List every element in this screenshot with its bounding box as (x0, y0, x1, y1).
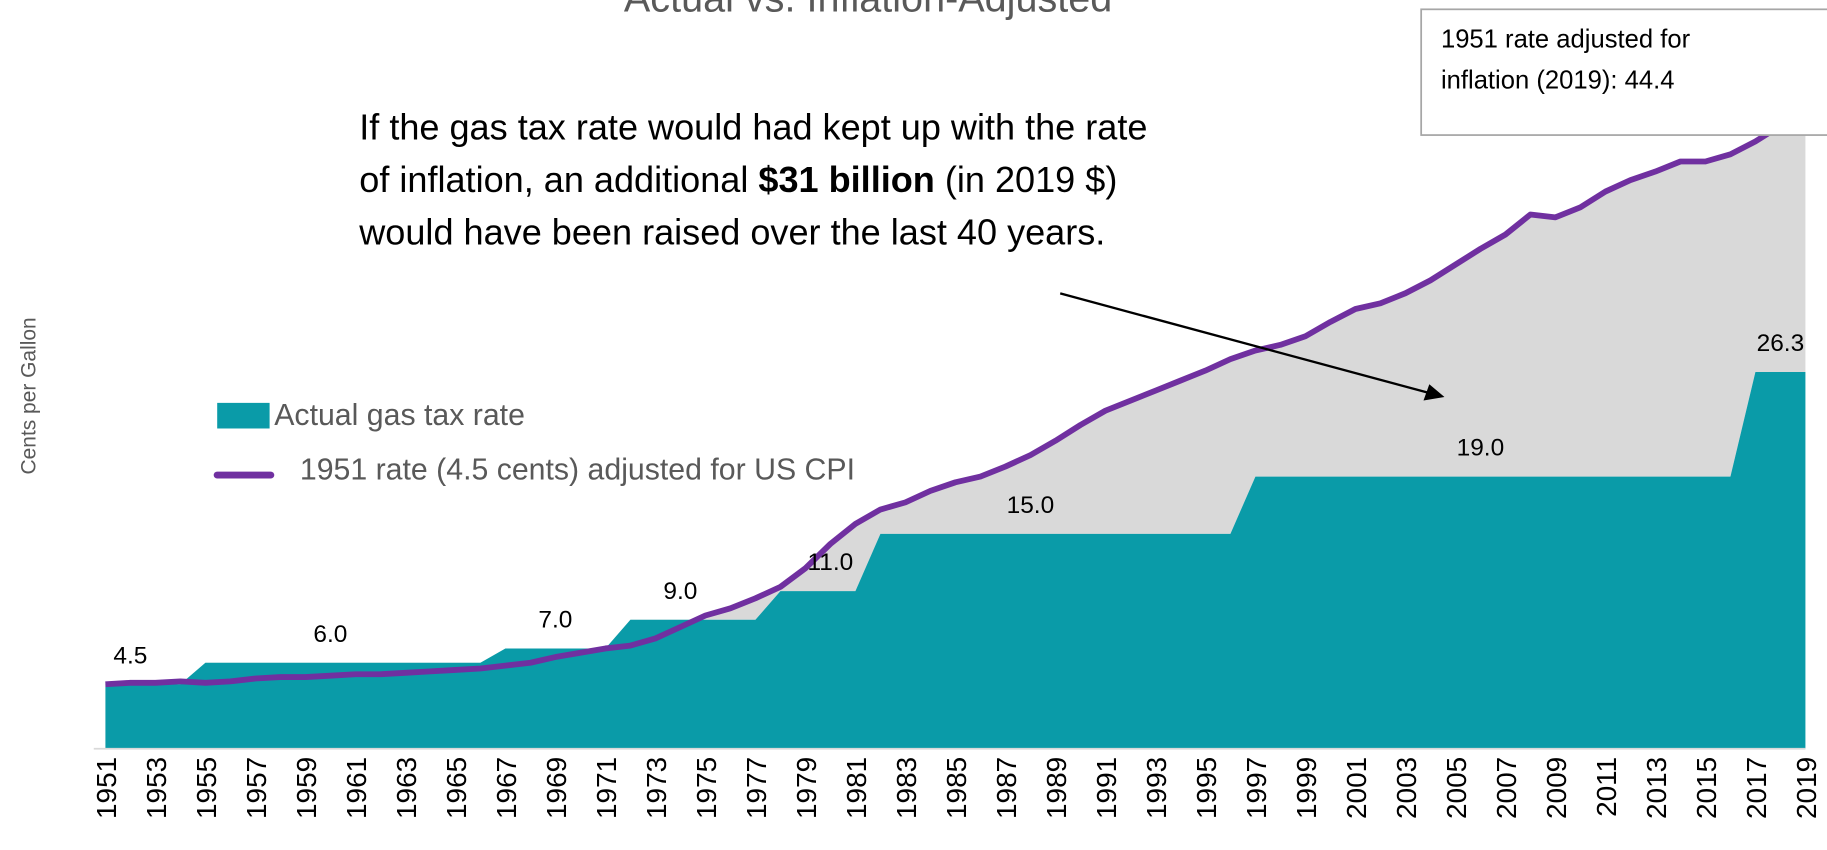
data-label: 11.0 (808, 549, 854, 576)
x-tick-label: 1995 (1191, 757, 1222, 819)
data-label: 9.0 (663, 578, 697, 605)
y-axis-label: Cents per Gallon (18, 317, 41, 474)
x-tick-label: 1963 (391, 757, 422, 819)
x-tick-label: 1977 (741, 757, 772, 819)
x-tick-label: 1983 (891, 757, 922, 819)
annotation-bold: $31 billion (758, 159, 934, 200)
x-tick-label: 1955 (191, 757, 222, 819)
legend-label: 1951 rate (4.5 cents) adjusted for US CP… (300, 454, 855, 487)
x-tick-label: 1971 (591, 757, 622, 819)
x-tick-label: 2003 (1391, 757, 1422, 819)
arrow-head (1423, 384, 1445, 401)
annotation-line: would have been raised over the last 40 … (358, 212, 1105, 253)
chart-title: Actual vs. Inflation-Adjusted (624, 0, 1112, 21)
x-tick-label: 1967 (491, 757, 522, 819)
x-tick-label: 2013 (1641, 757, 1672, 819)
x-tick-label: 2007 (1491, 757, 1522, 819)
annotation-text: (in 2019 $) (935, 159, 1118, 200)
x-tick-label: 2011 (1591, 757, 1622, 817)
x-tick-label: 1989 (1041, 757, 1072, 819)
x-tick-label: 1981 (841, 757, 872, 819)
x-tick-label: 1959 (291, 757, 322, 819)
x-tick-label: 1997 (1241, 757, 1272, 819)
x-tick-label: 1953 (141, 757, 172, 819)
callout-box (1420, 8, 1827, 136)
x-tick-label: 2001 (1341, 757, 1372, 819)
x-tick-label: 1987 (991, 757, 1022, 819)
annotation-line: of inflation, an additional (359, 159, 758, 200)
gap-area (105, 112, 1806, 685)
callout-text: 1951 rate adjusted for (1441, 26, 1691, 54)
x-tick-label: 1991 (1091, 757, 1122, 819)
x-tick-label: 1999 (1291, 757, 1322, 819)
legend-swatch (217, 402, 270, 429)
x-tick-label: 1975 (691, 757, 722, 819)
data-label: 7.0 (538, 606, 572, 633)
x-tick-label: 2015 (1691, 757, 1722, 819)
x-tick-label: 2009 (1541, 757, 1572, 819)
area (105, 372, 1806, 749)
data-label: 4.5 (113, 642, 147, 669)
arrow (1059, 292, 1428, 394)
x-tick-label: 2019 (1791, 757, 1822, 819)
line (105, 110, 1807, 688)
annotation: If the gas tax rate would had kept up wi… (358, 107, 1147, 253)
data-label: 26.3 (1757, 330, 1805, 357)
x-tick-label: 1969 (541, 757, 572, 819)
legend-label: Actual gas tax rate (274, 399, 525, 432)
x-tick-label: 1961 (341, 757, 372, 819)
data-label: 15.0 (1007, 492, 1055, 519)
x-tick-label: 1957 (241, 757, 272, 819)
data-label: 19.0 (1457, 435, 1505, 462)
x-tick-label: 2017 (1741, 757, 1772, 819)
callout-text: inflation (2019): 44.4 (1441, 66, 1675, 94)
x-tick-label: 2005 (1441, 757, 1472, 819)
x-tick-label: 1951 (91, 757, 122, 819)
x-tick-label: 1965 (441, 757, 472, 819)
x-tick-label: 1985 (941, 757, 972, 819)
annotation-line: If the gas tax rate would had kept up wi… (359, 107, 1147, 148)
x-tick-label: 1979 (791, 757, 822, 819)
x-tick-label: 1973 (641, 757, 672, 819)
x-tick-label: 1993 (1141, 757, 1172, 819)
data-label: 6.0 (313, 621, 347, 648)
